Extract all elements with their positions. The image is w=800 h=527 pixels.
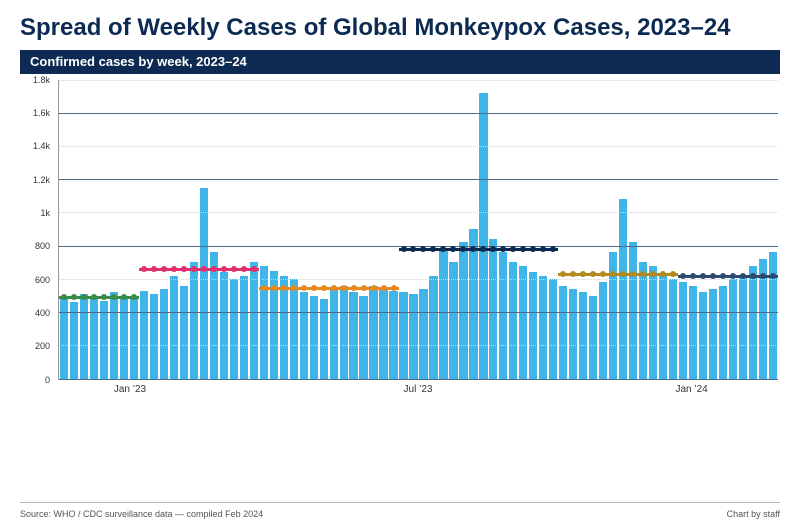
bar	[619, 199, 627, 378]
bar	[340, 286, 348, 379]
y-axis-ticks: 02004006008001k1.2k1.4k1.6k1.8k	[20, 80, 54, 380]
bar	[439, 249, 447, 379]
bar	[120, 296, 128, 379]
bar	[749, 266, 757, 379]
bar	[739, 276, 747, 379]
bar	[689, 286, 697, 379]
bar	[659, 276, 667, 379]
footer-credit: Chart by staff	[727, 509, 780, 519]
bar	[130, 299, 138, 379]
bar	[649, 266, 657, 379]
bar	[419, 289, 427, 379]
bar	[80, 294, 88, 379]
bar	[729, 279, 737, 379]
bar	[150, 294, 158, 379]
bar	[489, 239, 497, 379]
y-tick-label: 1.4k	[33, 141, 50, 151]
bar	[409, 294, 417, 379]
bar	[230, 279, 238, 379]
bar-layer	[59, 80, 778, 379]
bar	[499, 252, 507, 378]
bar	[669, 279, 677, 379]
bar	[300, 292, 308, 378]
bar	[529, 272, 537, 378]
bar	[699, 292, 707, 378]
x-axis-labels: Jan ’23 Jul ’23 Jan ’24	[58, 384, 778, 402]
y-tick-label: 600	[35, 275, 50, 285]
bar	[459, 242, 467, 378]
bar	[200, 188, 208, 379]
bar	[569, 289, 577, 379]
bar	[280, 276, 288, 379]
bar	[60, 299, 68, 379]
bar	[379, 289, 387, 379]
subtitle-text: Confirmed cases by week, 2023–24	[30, 54, 247, 69]
bar	[310, 296, 318, 379]
x-tick-label: Jan ’24	[675, 384, 707, 395]
bar	[290, 279, 298, 379]
bar	[579, 292, 587, 378]
y-tick-label: 1.2k	[33, 175, 50, 185]
bar	[709, 289, 717, 379]
bar	[679, 282, 687, 378]
bar	[110, 292, 118, 378]
bar	[479, 93, 487, 379]
bar	[320, 299, 328, 379]
bar	[549, 279, 557, 379]
y-tick-label: 1k	[40, 208, 50, 218]
bar	[180, 286, 188, 379]
y-tick-label: 800	[35, 241, 50, 251]
y-tick-label: 200	[35, 341, 50, 351]
footer: Source: WHO / CDC surveillance data — co…	[20, 502, 780, 519]
bar	[170, 276, 178, 379]
subtitle-bar: Confirmed cases by week, 2023–24	[20, 50, 780, 74]
bar	[559, 286, 567, 379]
bar	[519, 266, 527, 379]
plot-area	[58, 80, 778, 380]
bar	[369, 286, 377, 379]
bar	[220, 272, 228, 378]
x-tick-label: Jul ’23	[404, 384, 433, 395]
bar	[330, 289, 338, 379]
bar	[399, 292, 407, 378]
bar	[719, 286, 727, 379]
chart-area: 02004006008001k1.2k1.4k1.6k1.8k Jan ’23J…	[20, 80, 780, 424]
chart-title: Spread of Weekly Cases of Global Monkeyp…	[20, 14, 780, 42]
y-tick-label: 0	[45, 375, 50, 385]
bar	[539, 276, 547, 379]
bar	[429, 276, 437, 379]
bar	[769, 252, 777, 378]
y-tick-label: 400	[35, 308, 50, 318]
bar	[589, 296, 597, 379]
bar	[240, 276, 248, 379]
bar	[70, 302, 78, 378]
y-tick-label: 1.8k	[33, 75, 50, 85]
x-tick-label: Jan ’23	[114, 384, 146, 395]
bar	[389, 291, 397, 379]
bar	[599, 282, 607, 378]
bar	[260, 266, 268, 379]
bar	[140, 291, 148, 379]
y-tick-label: 1.6k	[33, 108, 50, 118]
bar	[160, 289, 168, 379]
bar	[629, 242, 637, 378]
bar	[90, 297, 98, 378]
footer-source: Source: WHO / CDC surveillance data — co…	[20, 509, 263, 519]
bar	[359, 296, 367, 379]
bar	[349, 292, 357, 378]
